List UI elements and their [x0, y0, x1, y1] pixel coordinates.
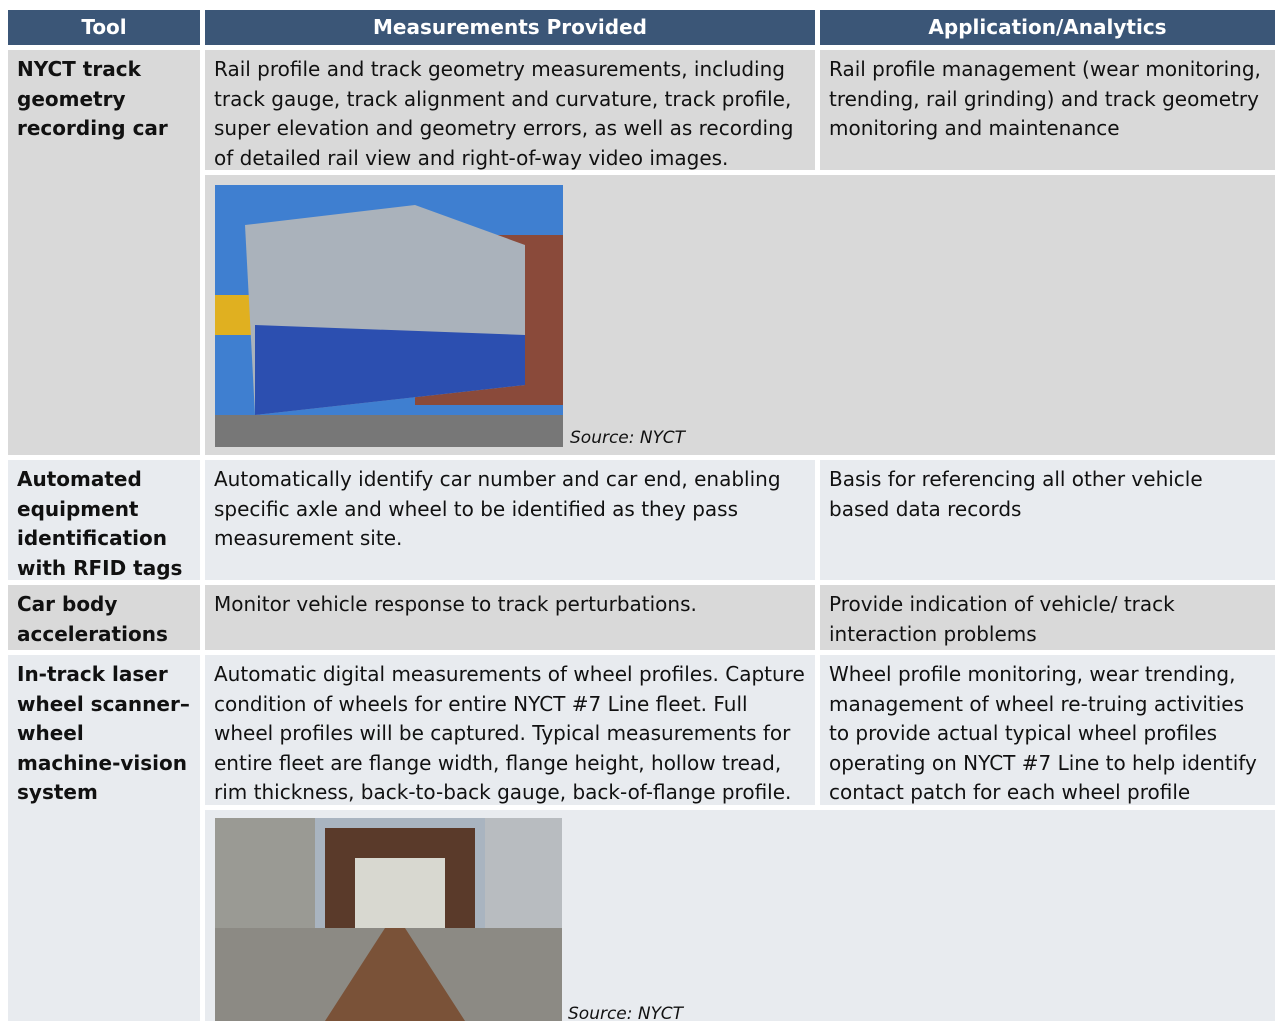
image-caption: Source: NYCT — [568, 1004, 683, 1021]
train-photo — [215, 185, 563, 447]
tool-cell: In-track laser wheel scanner–wheel machi… — [8, 655, 200, 1021]
measurements-cell: Automatic digital measurements of wheel … — [205, 655, 815, 805]
tool-cell: Car body accelerations — [8, 585, 200, 650]
header-cell: Measurements Provided — [205, 10, 815, 45]
application-cell: Basis for referencing all other vehicle … — [820, 460, 1275, 580]
image-caption: Source: NYCT — [570, 428, 685, 448]
header-cell: Tool — [8, 10, 200, 45]
application-cell: Provide indication of vehicle/ track int… — [820, 585, 1275, 650]
scanner-photo — [215, 818, 562, 1021]
application-cell: Wheel profile monitoring, wear trending,… — [820, 655, 1275, 805]
header-cell: Application/Analytics — [820, 10, 1275, 45]
measurements-cell: Rail profile and track geometry measurem… — [205, 50, 815, 170]
tool-cell: NYCT track geometry recording car — [8, 50, 200, 455]
tool-cell: Automated equipment identification with … — [8, 460, 200, 580]
application-cell: Rail profile management (wear monitoring… — [820, 50, 1275, 170]
measurements-cell: Automatically identify car number and ca… — [205, 460, 815, 580]
measurements-cell: Monitor vehicle response to track pertur… — [205, 585, 815, 650]
